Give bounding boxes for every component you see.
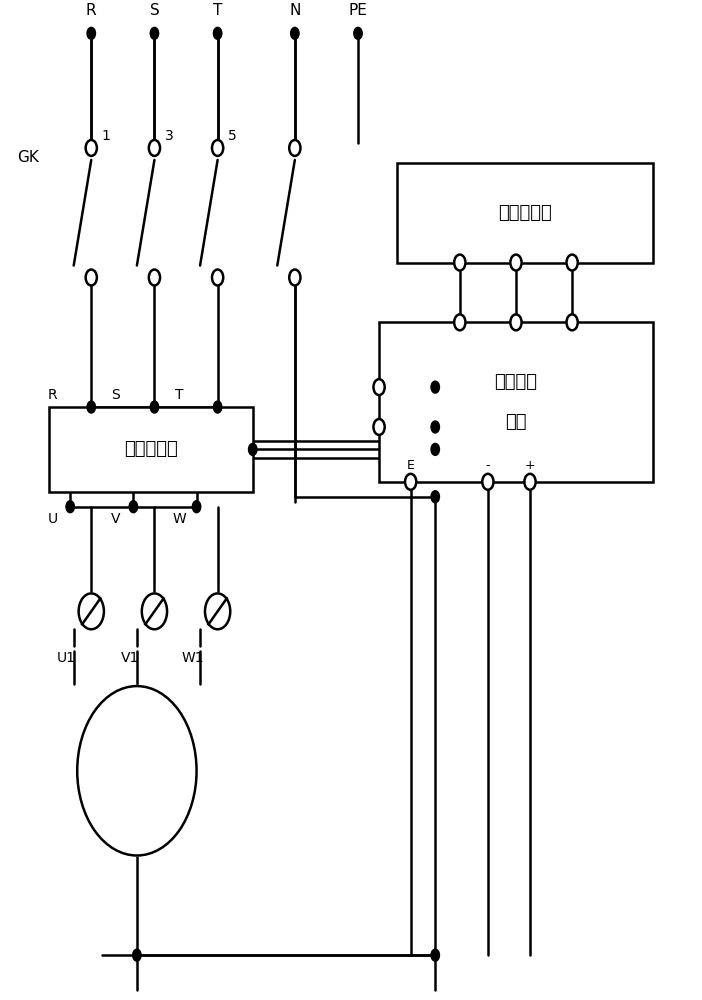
Circle shape xyxy=(431,421,439,433)
Circle shape xyxy=(87,401,95,413)
Text: 3: 3 xyxy=(165,129,173,143)
Circle shape xyxy=(373,379,385,395)
Text: E: E xyxy=(406,459,415,472)
Circle shape xyxy=(482,474,494,490)
Circle shape xyxy=(431,491,439,503)
Circle shape xyxy=(431,949,439,961)
Circle shape xyxy=(510,255,522,271)
Circle shape xyxy=(149,140,160,156)
Text: U1: U1 xyxy=(57,651,77,665)
Text: -: - xyxy=(486,459,490,472)
Text: W1: W1 xyxy=(182,651,204,665)
Circle shape xyxy=(567,314,578,330)
Text: R: R xyxy=(86,3,97,18)
Text: R: R xyxy=(48,388,58,402)
Circle shape xyxy=(133,949,141,961)
Circle shape xyxy=(289,140,300,156)
FancyBboxPatch shape xyxy=(49,407,253,492)
Circle shape xyxy=(213,401,222,413)
Circle shape xyxy=(405,474,416,490)
Circle shape xyxy=(431,381,439,393)
Text: 送/排: 送/排 xyxy=(123,742,151,760)
Text: 变频控制器: 变频控制器 xyxy=(124,440,178,458)
Circle shape xyxy=(289,270,300,285)
Circle shape xyxy=(66,501,74,513)
Circle shape xyxy=(567,255,578,271)
Circle shape xyxy=(86,270,97,285)
Circle shape xyxy=(212,270,223,285)
Text: U: U xyxy=(48,512,58,526)
Circle shape xyxy=(213,27,222,39)
Text: T: T xyxy=(213,3,223,18)
Circle shape xyxy=(129,501,138,513)
Text: GK: GK xyxy=(17,150,39,165)
Circle shape xyxy=(87,27,95,39)
Circle shape xyxy=(454,255,465,271)
Text: S: S xyxy=(150,3,159,18)
Text: 送/排风机: 送/排风机 xyxy=(112,752,161,770)
Text: 风机: 风机 xyxy=(126,782,147,800)
Text: 压力传感器: 压力传感器 xyxy=(498,204,552,222)
Circle shape xyxy=(86,140,97,156)
Circle shape xyxy=(524,474,536,490)
Text: 模块: 模块 xyxy=(505,413,526,431)
Circle shape xyxy=(291,27,299,39)
Circle shape xyxy=(454,314,465,330)
FancyBboxPatch shape xyxy=(379,322,653,482)
Circle shape xyxy=(150,27,159,39)
Text: V: V xyxy=(111,512,121,526)
Circle shape xyxy=(77,686,197,856)
Circle shape xyxy=(510,314,522,330)
Text: 控制终端: 控制终端 xyxy=(494,373,538,391)
Circle shape xyxy=(373,419,385,435)
Circle shape xyxy=(150,401,159,413)
FancyBboxPatch shape xyxy=(397,163,653,263)
Circle shape xyxy=(205,593,230,629)
Text: V1: V1 xyxy=(121,651,139,665)
Text: +: + xyxy=(524,459,536,472)
Circle shape xyxy=(212,140,223,156)
Text: 5: 5 xyxy=(228,129,237,143)
Text: N: N xyxy=(289,3,300,18)
Circle shape xyxy=(149,270,160,285)
Circle shape xyxy=(431,443,439,455)
Circle shape xyxy=(354,27,362,39)
Text: 1: 1 xyxy=(102,129,111,143)
Circle shape xyxy=(142,593,167,629)
Text: W: W xyxy=(172,512,186,526)
Circle shape xyxy=(79,593,104,629)
Circle shape xyxy=(192,501,201,513)
Text: S: S xyxy=(112,388,120,402)
Text: PE: PE xyxy=(349,3,367,18)
Circle shape xyxy=(249,443,257,455)
Text: T: T xyxy=(175,388,183,402)
